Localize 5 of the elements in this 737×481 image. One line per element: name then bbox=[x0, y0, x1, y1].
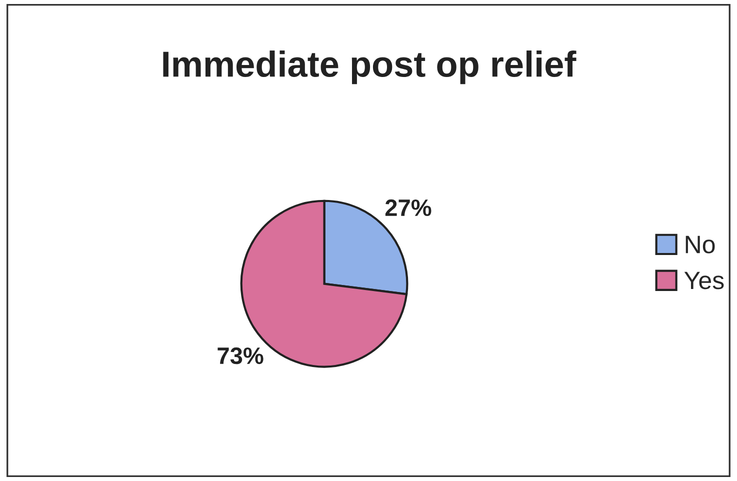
legend-label: No bbox=[686, 236, 715, 254]
data-label: 27% bbox=[385, 199, 432, 216]
legend-label: Yes bbox=[684, 272, 724, 290]
chart-title: Immediate post op relief bbox=[163, 50, 576, 84]
data-label: 73% bbox=[218, 347, 264, 364]
